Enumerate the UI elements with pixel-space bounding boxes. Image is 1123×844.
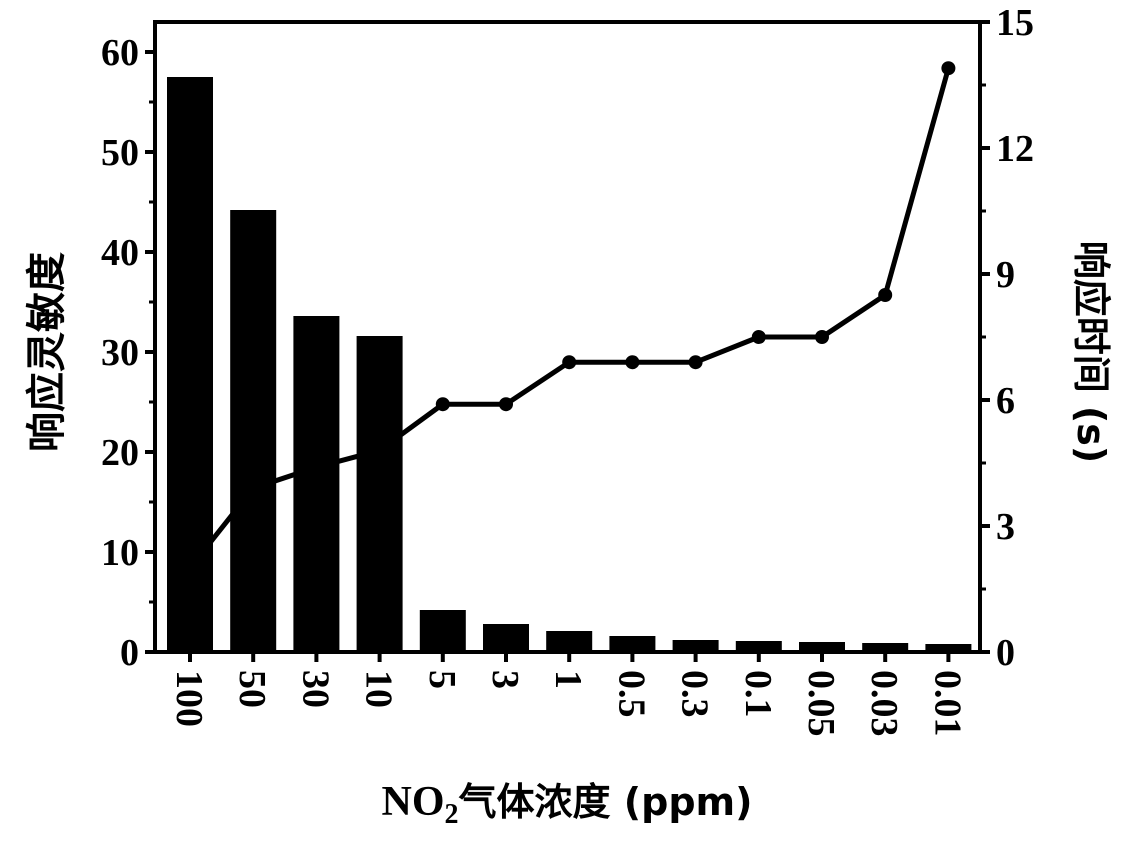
data-point	[878, 288, 893, 302]
data-point	[815, 330, 829, 344]
x-axis-label: NO2气体浓度 (ppm)	[382, 779, 753, 830]
x-tick-label: 50	[231, 670, 273, 708]
y-tick-label: 10	[101, 532, 139, 574]
bar	[609, 636, 656, 652]
data-point	[499, 397, 513, 412]
bar	[293, 316, 340, 652]
bar	[672, 640, 719, 652]
y-axis-label: 响应灵敏度	[24, 252, 70, 452]
y2-tick-label: 6	[996, 380, 1015, 422]
bar	[799, 642, 845, 652]
x-tick-label: 10	[358, 670, 400, 708]
x-tick-label: 0.01	[926, 670, 968, 737]
data-point	[562, 355, 577, 370]
data-point	[751, 330, 766, 344]
bar	[419, 610, 466, 652]
x-tick-label: 100	[168, 670, 210, 727]
data-point	[941, 61, 956, 76]
x-tick-label: 0.05	[800, 670, 842, 737]
bar	[862, 643, 909, 652]
bar	[167, 77, 213, 652]
bar	[483, 624, 529, 652]
x-axis-label-main: NO	[382, 779, 445, 825]
x-tick-label: 1	[547, 670, 589, 689]
y2-axis-label: 响应时间 (s)	[1069, 241, 1113, 464]
bar	[735, 641, 782, 652]
data-point	[688, 355, 703, 370]
line-series	[188, 61, 956, 570]
bar	[546, 631, 593, 652]
bar	[230, 210, 277, 652]
x-axis-label-sub: 2	[445, 799, 459, 830]
x-tick-label: 30	[294, 670, 336, 708]
y-tick-label: 40	[101, 232, 139, 274]
data-point	[625, 355, 640, 370]
y-tick-label: 20	[101, 432, 139, 474]
x-tick-label: 3	[484, 670, 526, 689]
y-tick-label: 50	[101, 132, 139, 174]
y2-tick-label: 12	[996, 128, 1034, 170]
y-tick-label: 30	[101, 332, 139, 374]
x-tick-label: 0.03	[863, 670, 905, 737]
y2-tick-label: 15	[996, 2, 1034, 44]
y-tick-label: 60	[101, 32, 139, 74]
x-tick-label: 0.3	[674, 670, 716, 718]
x-tick-label: 5	[421, 670, 463, 689]
y-tick-label: 0	[120, 632, 139, 674]
y2-tick-label: 3	[996, 506, 1015, 548]
bar	[356, 336, 403, 652]
plot-frame	[153, 20, 982, 654]
data-point	[435, 397, 450, 412]
x-tick-label: 0.5	[610, 670, 652, 718]
y2-tick-label: 9	[996, 254, 1015, 296]
bar-group	[167, 77, 972, 652]
x-tick-label: 0.1	[737, 670, 779, 718]
x-axis-label-rest: 气体浓度 (ppm)	[459, 780, 753, 824]
y2-tick-label: 0	[996, 632, 1015, 674]
axes: 0 10 20 30 40 50 60 0 3 6 9 12 15 100 50 30 10 5 3 1 0.5 0.3 0…	[101, 2, 1034, 737]
bar	[925, 644, 972, 652]
